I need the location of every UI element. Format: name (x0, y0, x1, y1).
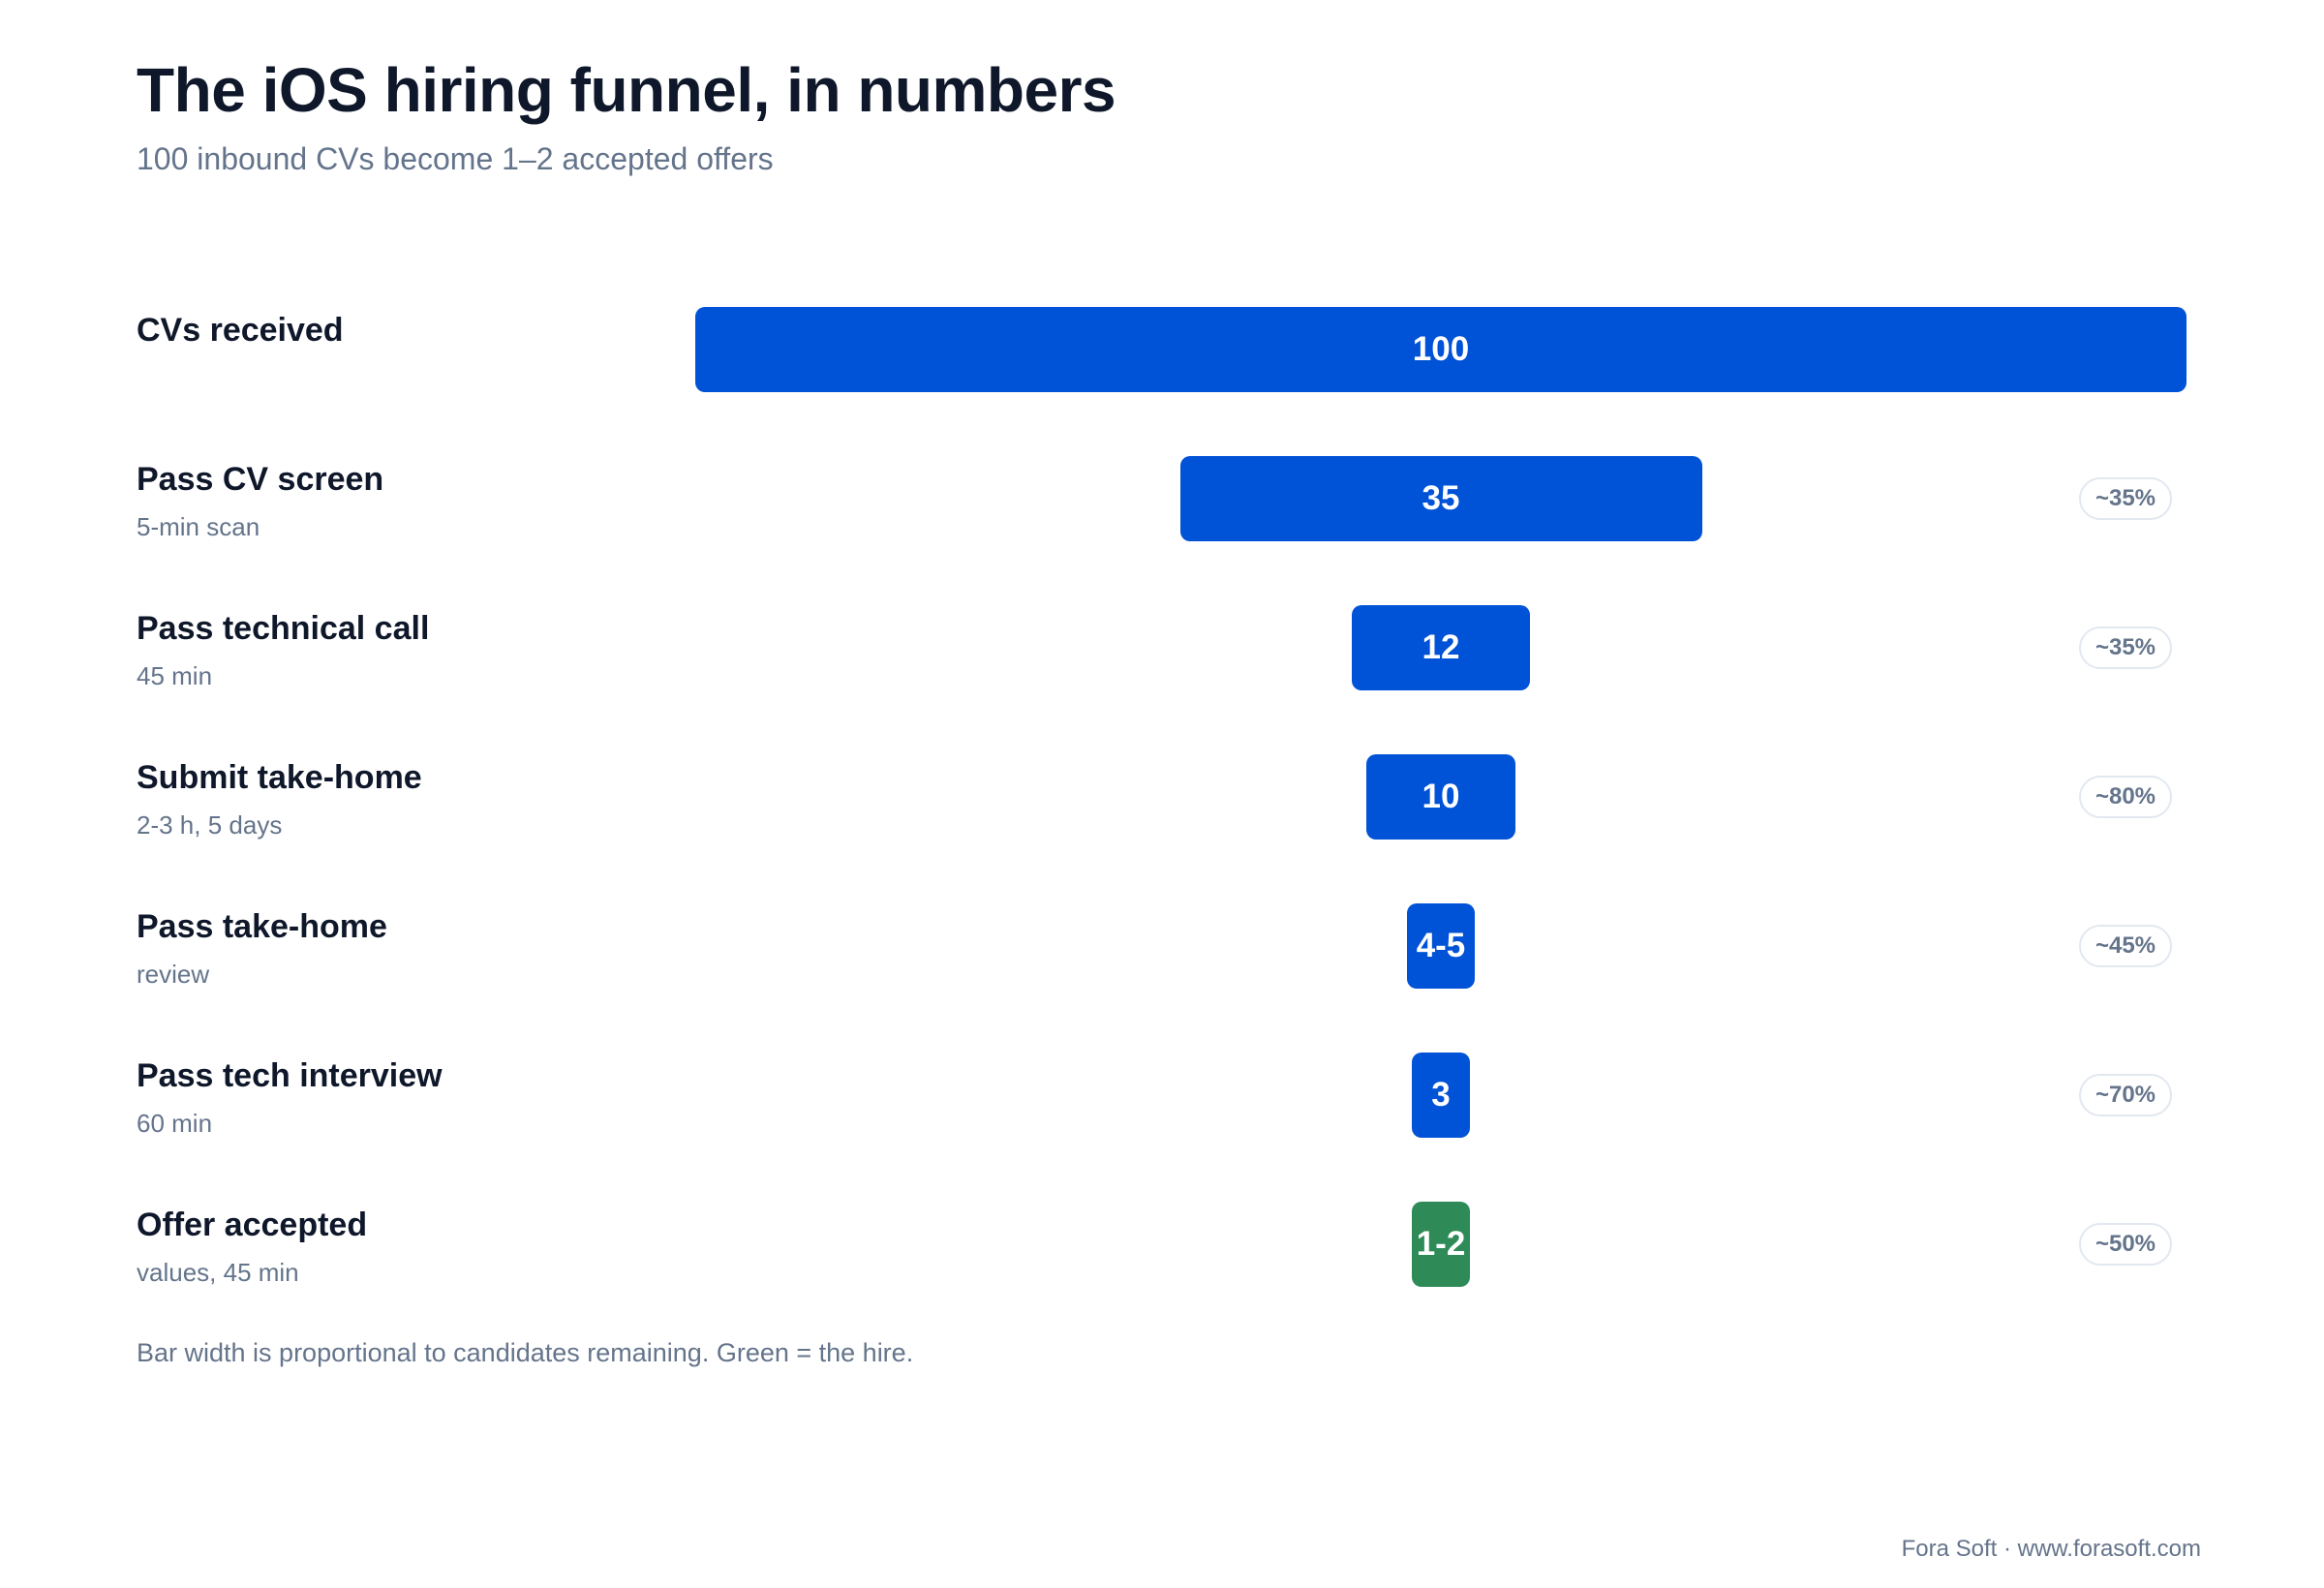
stage-detail: 60 min (137, 1109, 213, 1138)
funnel-row: Offer accepted values, 45 min 1-2 ~50% (0, 0, 2324, 1287)
funnel-row: Pass take-home review 4-5 ~45% (0, 0, 2324, 989)
bar-value-label: 10 (1422, 778, 1460, 815)
stage-label: Submit take-home (137, 759, 422, 796)
credit-footer: Fora Soft · www.forasoft.com (1901, 1536, 2201, 1562)
bar-value-label: 3 (1431, 1076, 1451, 1114)
conversion-rate-badge: ~35% (2079, 477, 2172, 520)
stage-detail: review (137, 960, 210, 989)
funnel-row: CVs received 100 (0, 0, 2324, 392)
stage-label: CVs received (137, 312, 344, 349)
stage-label: Offer accepted (137, 1206, 368, 1243)
conversion-rate-badge: ~80% (2079, 776, 2172, 818)
funnel-bar: 35 (1179, 456, 1702, 541)
funnel-bar: 4-5 (1407, 903, 1475, 989)
funnel-row: Pass tech interview 60 min 3 ~70% (0, 0, 2324, 1138)
stage-detail: 2-3 h, 5 days (137, 810, 283, 840)
funnel-bar-hire: 1-2 (1412, 1202, 1470, 1287)
funnel-row: Submit take-home 2-3 h, 5 days 10 ~80% (0, 0, 2324, 840)
page-subtitle: 100 inbound CVs become 1–2 accepted offe… (137, 141, 774, 176)
conversion-rate-badge: ~45% (2079, 925, 2172, 967)
stage-label: Pass technical call (137, 610, 430, 647)
stage-detail: values, 45 min (137, 1258, 299, 1287)
conversion-rate-badge: ~50% (2079, 1223, 2172, 1266)
conversion-rate-badge: ~35% (2079, 626, 2172, 669)
bar-value-label: 4-5 (1416, 927, 1466, 964)
stage-detail: 45 min (137, 661, 213, 690)
stage-label: Pass CV screen (137, 461, 384, 498)
chart-note: Bar width is proportional to candidates … (137, 1338, 914, 1367)
bar-value-label: 12 (1422, 628, 1460, 666)
stage-label: Pass take-home (137, 908, 387, 945)
funnel-bar: 12 (1351, 605, 1531, 690)
funnel-bar: 10 (1366, 754, 1515, 840)
conversion-rate-badge: ~70% (2079, 1074, 2172, 1116)
stage-detail: 5-min scan (137, 512, 260, 541)
bar-value-label: 100 (1412, 330, 1470, 368)
bar-value-label: 35 (1422, 479, 1460, 517)
bar-value-label: 1-2 (1416, 1225, 1466, 1263)
page-title: The iOS hiring funnel, in numbers (137, 55, 1116, 125)
funnel-row: Pass technical call 45 min 12 ~35% (0, 0, 2324, 690)
funnel-bar: 3 (1412, 1053, 1470, 1138)
funnel-bar: 100 (695, 307, 2186, 392)
funnel-row: Pass CV screen 5-min scan 35 ~35% (0, 0, 2324, 541)
stage-label: Pass tech interview (137, 1057, 443, 1094)
